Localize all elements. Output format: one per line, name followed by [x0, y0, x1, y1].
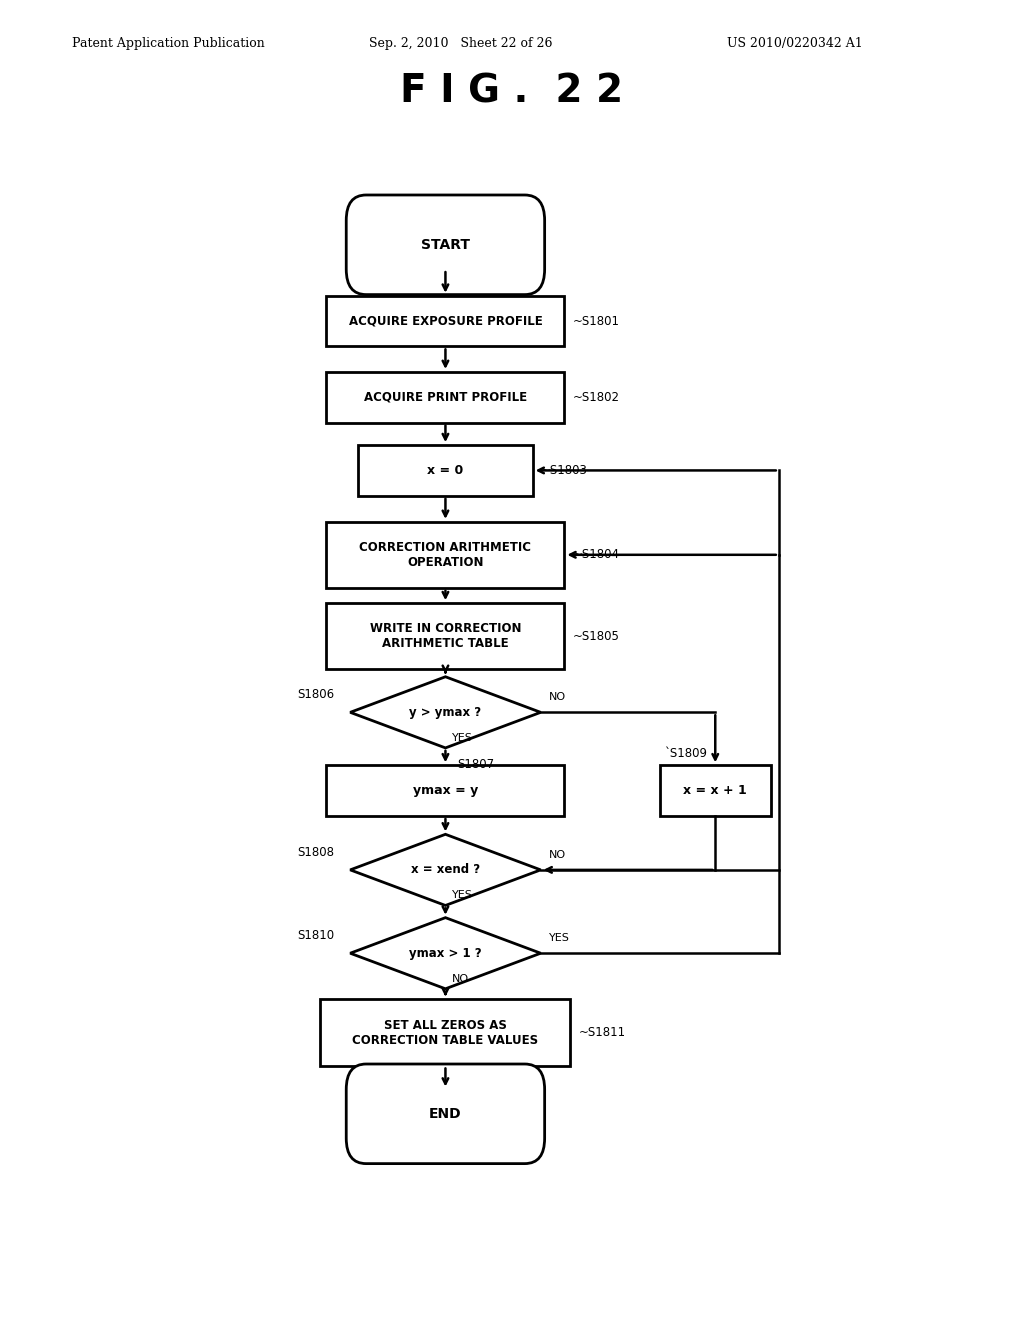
- Polygon shape: [350, 834, 541, 906]
- Bar: [659, 766, 771, 816]
- Text: F I G .  2 2: F I G . 2 2: [400, 73, 624, 111]
- Bar: [327, 521, 564, 587]
- FancyBboxPatch shape: [346, 195, 545, 294]
- Bar: [327, 766, 564, 816]
- Text: x = 0: x = 0: [427, 463, 464, 477]
- Text: END: END: [429, 1106, 462, 1121]
- Text: ~S1801: ~S1801: [572, 314, 620, 327]
- Text: YES: YES: [452, 891, 473, 900]
- Text: S1807: S1807: [458, 758, 495, 771]
- Bar: [327, 372, 564, 422]
- Text: WRITE IN CORRECTION
ARITHMETIC TABLE: WRITE IN CORRECTION ARITHMETIC TABLE: [370, 622, 521, 651]
- Text: ymax > 1 ?: ymax > 1 ?: [410, 946, 481, 960]
- Text: x = x + 1: x = x + 1: [683, 784, 748, 797]
- Text: ~S1802: ~S1802: [572, 391, 620, 404]
- Text: NO: NO: [549, 850, 565, 859]
- Text: ACQUIRE PRINT PROFILE: ACQUIRE PRINT PROFILE: [364, 391, 527, 404]
- Text: YES: YES: [452, 733, 473, 743]
- Text: ymax = y: ymax = y: [413, 784, 478, 797]
- Text: ACQUIRE EXPOSURE PROFILE: ACQUIRE EXPOSURE PROFILE: [348, 314, 543, 327]
- Bar: [358, 445, 532, 496]
- Bar: [321, 999, 570, 1065]
- Text: Sep. 2, 2010   Sheet 22 of 26: Sep. 2, 2010 Sheet 22 of 26: [369, 37, 552, 50]
- Text: START: START: [421, 238, 470, 252]
- Text: S1808: S1808: [297, 846, 334, 858]
- Text: `S1809: `S1809: [664, 747, 707, 760]
- Text: ~S1804: ~S1804: [572, 548, 620, 561]
- Bar: [327, 603, 564, 669]
- Text: ~S1805: ~S1805: [572, 630, 620, 643]
- Polygon shape: [350, 677, 541, 748]
- Text: US 2010/0220342 A1: US 2010/0220342 A1: [727, 37, 863, 50]
- Text: NO: NO: [549, 692, 565, 702]
- Text: CORRECTION ARITHMETIC
OPERATION: CORRECTION ARITHMETIC OPERATION: [359, 541, 531, 569]
- Text: NO: NO: [452, 974, 469, 983]
- Text: y > ymax ?: y > ymax ?: [410, 706, 481, 719]
- Bar: [327, 296, 564, 346]
- Text: Patent Application Publication: Patent Application Publication: [72, 37, 264, 50]
- Text: x = xend ?: x = xend ?: [411, 863, 480, 876]
- Text: S1806: S1806: [297, 688, 334, 701]
- Text: YES: YES: [549, 933, 569, 942]
- Text: SET ALL ZEROS AS
CORRECTION TABLE VALUES: SET ALL ZEROS AS CORRECTION TABLE VALUES: [352, 1019, 539, 1047]
- Text: S1810: S1810: [297, 929, 334, 942]
- Polygon shape: [350, 917, 541, 989]
- Text: ~S1803: ~S1803: [541, 463, 588, 477]
- Text: ~S1811: ~S1811: [579, 1026, 626, 1039]
- FancyBboxPatch shape: [346, 1064, 545, 1164]
